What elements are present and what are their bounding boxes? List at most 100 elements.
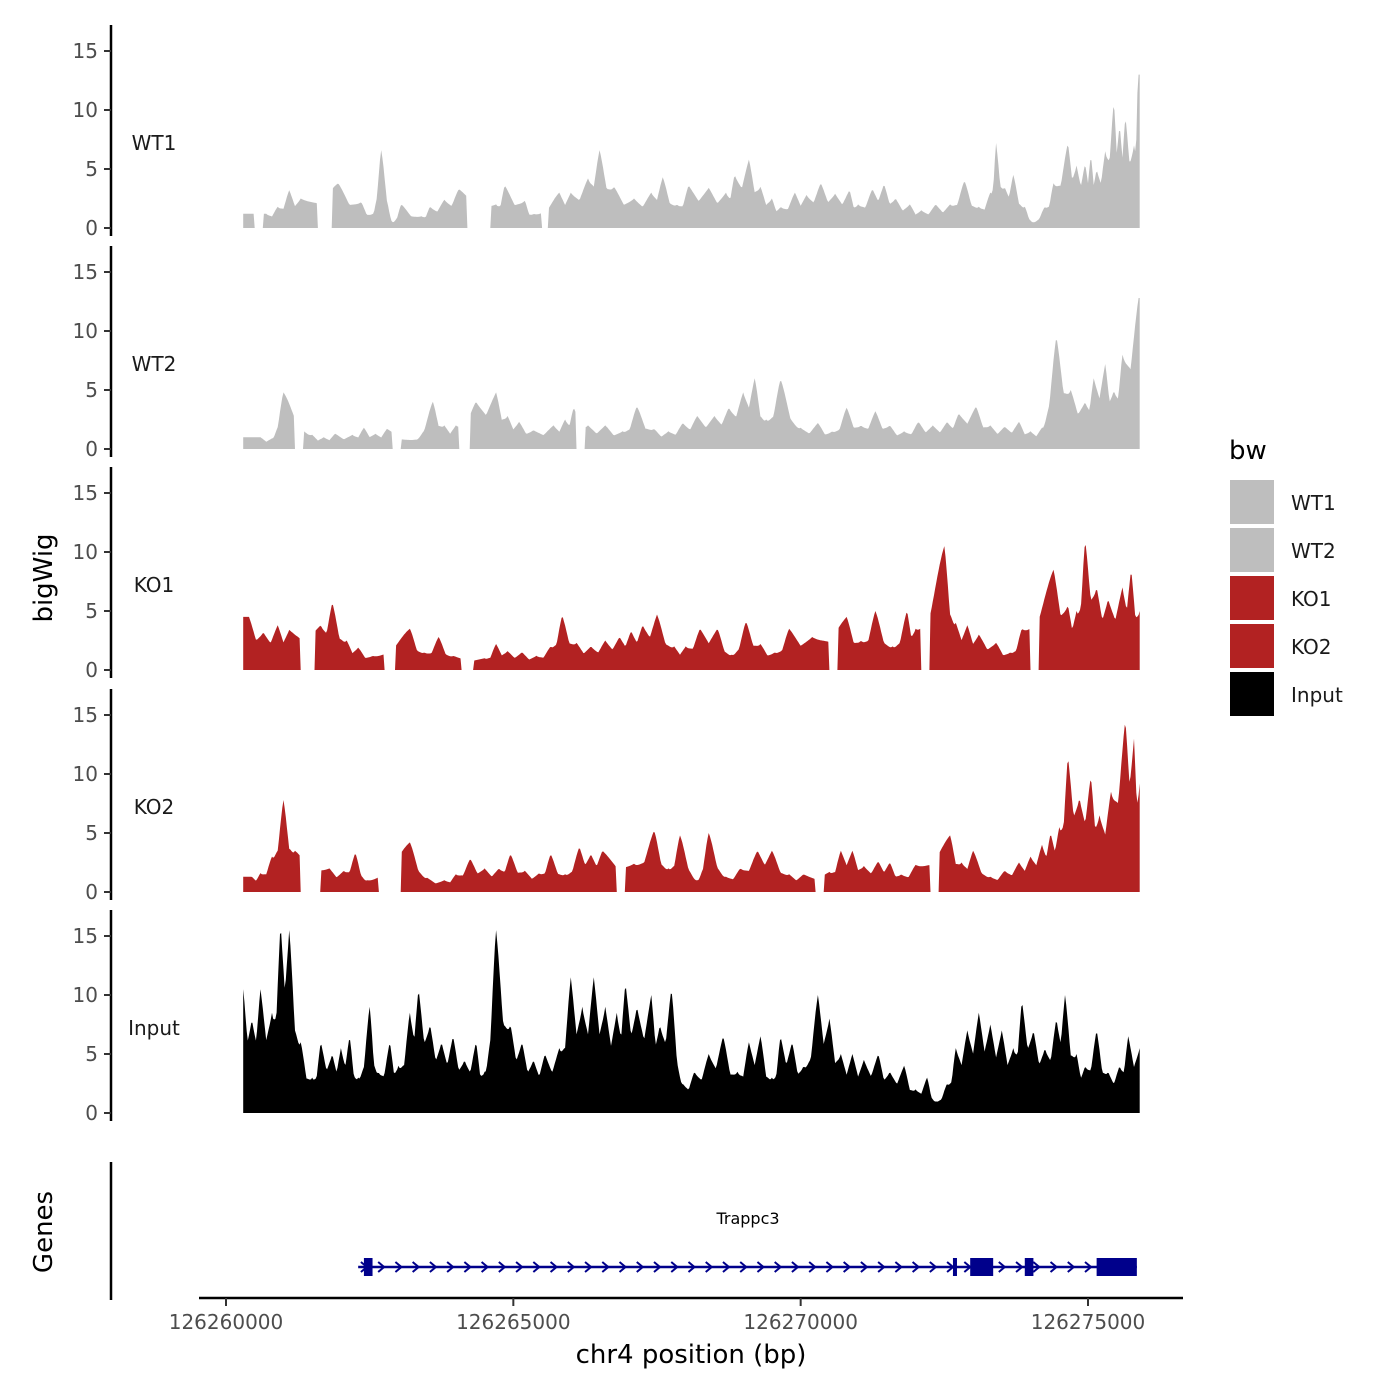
y-tick-label: 5 <box>85 378 98 402</box>
strand-arrow <box>584 1261 593 1273</box>
y-axis-title-group: bigWig Genes <box>29 533 59 1273</box>
strand-arrow <box>722 1261 731 1273</box>
strand-arrow <box>480 1261 490 1273</box>
track-ko2: 0 5 10 15 KO2 <box>73 689 1140 904</box>
track-label: Input <box>128 1016 180 1040</box>
y-tick-label: 15 <box>73 703 98 727</box>
strand-arrow <box>377 1261 386 1273</box>
strand-arrow <box>411 1261 421 1273</box>
strand-arrow <box>774 1261 783 1273</box>
strand-arrow <box>808 1261 817 1273</box>
y-tick-label: 10 <box>73 98 98 122</box>
y-tick-label: 5 <box>85 821 98 845</box>
gene-exon <box>1024 1258 1034 1276</box>
strand-arrow <box>1032 1261 1041 1273</box>
coverage-area-wt2 <box>243 298 1140 449</box>
track-wt2: 0 5 10 15 WT2 <box>73 246 1140 461</box>
legend-key-wt1 <box>1228 478 1276 526</box>
x-tick-label: 126265000 <box>456 1310 571 1334</box>
strand-arrow <box>670 1261 679 1273</box>
track-ko1: 0 5 10 15 KO1 <box>73 467 1140 682</box>
legend-label: KO1 <box>1291 587 1332 611</box>
strand-arrow <box>532 1261 541 1273</box>
y-tick-label: 10 <box>73 762 98 786</box>
coverage-tracks: 0 5 10 15 WT1 0 5 10 15 WT2 0 5 10 15 KO1 0 5 10 15 KO2 0 5 10… <box>73 25 1140 1125</box>
strand-arrow <box>463 1261 472 1273</box>
strand-arrow <box>929 1261 938 1273</box>
strand-arrow <box>636 1261 645 1273</box>
y-tick-label: 0 <box>85 1101 98 1125</box>
strand-arrow <box>860 1261 869 1273</box>
y-tick-label: 10 <box>73 540 98 564</box>
strand-arrow <box>394 1261 403 1273</box>
strand-arrow <box>756 1261 766 1273</box>
track-label: KO2 <box>134 795 175 819</box>
track-label: WT1 <box>132 131 177 155</box>
strand-arrow <box>618 1261 628 1273</box>
strand-arrow <box>705 1261 714 1273</box>
legend-key-ko2 <box>1228 622 1276 670</box>
y-tick-label: 0 <box>85 658 98 682</box>
strand-arrow <box>687 1261 697 1273</box>
gene-label: Trappc3 <box>715 1209 779 1228</box>
y-axis-title: bigWig <box>29 533 59 622</box>
strand-arrow <box>498 1261 507 1273</box>
strand-arrow <box>549 1261 559 1273</box>
y-tick-label: 15 <box>73 260 98 284</box>
strand-arrow <box>825 1261 834 1273</box>
strand-arrow <box>842 1261 852 1273</box>
coverage-area-input <box>243 930 1140 1113</box>
y-tick-label: 5 <box>85 157 98 181</box>
coverage-area-wt1 <box>243 74 1140 228</box>
strand-arrow <box>998 1261 1007 1273</box>
strand-arrow <box>1049 1261 1059 1273</box>
track-input: 0 5 10 15 Input <box>73 910 1140 1125</box>
y-tick-label: 15 <box>73 481 98 505</box>
y-tick-label: 10 <box>73 983 98 1007</box>
strand-arrow <box>791 1261 800 1273</box>
x-axis-title: chr4 position (bp) <box>576 1340 807 1370</box>
strand-arrow <box>877 1261 886 1273</box>
strand-arrow <box>739 1261 748 1273</box>
gene-exon <box>1096 1258 1137 1276</box>
legend-title: bw <box>1229 436 1267 466</box>
strand-arrow <box>429 1261 438 1273</box>
track-label: KO1 <box>134 573 175 597</box>
coverage-area-ko2 <box>243 724 1140 892</box>
track-label: WT2 <box>132 352 177 376</box>
x-axis: chr4 position (bp) 126260000 126265000 126… <box>169 1296 1183 1370</box>
strand-arrow <box>1015 1261 1024 1273</box>
gene-exon <box>363 1258 373 1276</box>
x-tick-label: 126260000 <box>169 1310 284 1334</box>
strand-arrow <box>911 1261 921 1273</box>
strand-arrow <box>601 1261 610 1273</box>
strand-arrow <box>1084 1261 1093 1273</box>
genes-axis-title: Genes <box>29 1191 59 1273</box>
strand-arrow <box>446 1261 455 1273</box>
y-tick-label: 5 <box>85 1042 98 1066</box>
coverage-area-ko1 <box>243 545 1140 670</box>
y-tick-label: 0 <box>85 216 98 240</box>
legend-label: KO2 <box>1291 635 1332 659</box>
gene-exon <box>970 1258 994 1276</box>
x-tick-label: 126270000 <box>743 1310 858 1334</box>
y-tick-label: 0 <box>85 437 98 461</box>
gene-track: Trappc3 <box>109 1162 1137 1300</box>
gene-exon <box>952 1258 957 1276</box>
legend-label: WT2 <box>1291 539 1336 563</box>
strand-arrow <box>653 1261 662 1273</box>
x-tick-label: 126275000 <box>1031 1310 1146 1334</box>
strand-arrow <box>567 1261 576 1273</box>
legend-label: WT1 <box>1291 491 1336 515</box>
strand-arrow <box>1067 1261 1076 1273</box>
legend-key-wt2 <box>1228 526 1276 574</box>
strand-arrow <box>515 1261 524 1273</box>
y-tick-label: 15 <box>73 39 98 63</box>
legend-key-ko1 <box>1228 574 1276 622</box>
y-tick-label: 10 <box>73 319 98 343</box>
y-tick-label: 5 <box>85 599 98 623</box>
legend-key-input <box>1228 670 1276 718</box>
strand-arrow <box>894 1261 903 1273</box>
y-tick-label: 15 <box>73 924 98 948</box>
